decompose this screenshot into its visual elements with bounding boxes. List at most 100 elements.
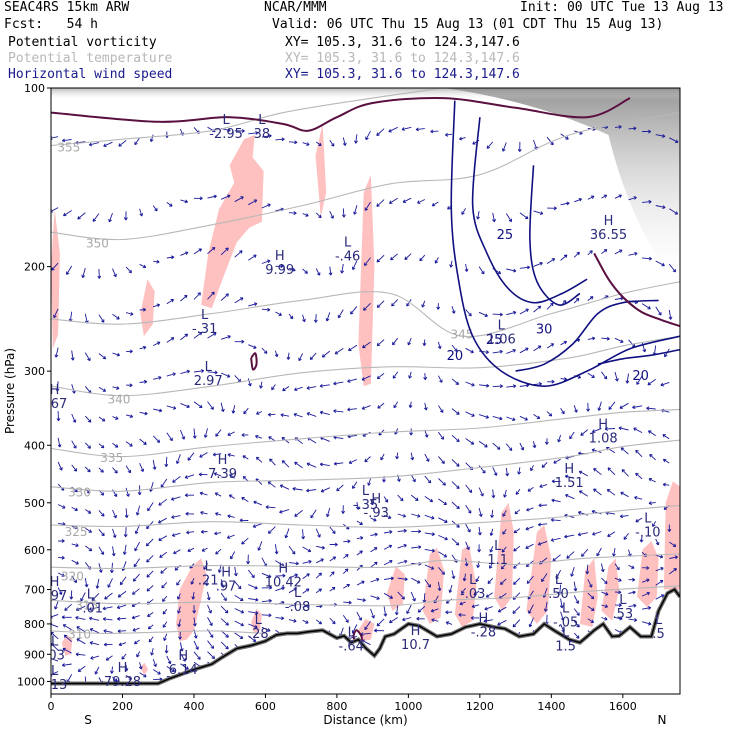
wind-vector xyxy=(451,306,456,314)
theta-contour-label: 310 xyxy=(68,627,91,641)
wind-vector xyxy=(422,339,427,346)
wind-vector xyxy=(465,347,474,354)
wind-vector xyxy=(528,604,534,614)
wind-vector xyxy=(667,524,672,532)
extremum-letter: L xyxy=(51,635,59,650)
wind-vector xyxy=(248,302,258,307)
wind-vector xyxy=(461,208,466,215)
wind-vector xyxy=(347,378,358,383)
wind-vector xyxy=(430,608,439,613)
wind-vector xyxy=(406,299,412,307)
wind-vector xyxy=(91,593,100,602)
wind-vector xyxy=(234,250,243,258)
wind-vector xyxy=(543,601,548,612)
theta-contour xyxy=(51,88,445,147)
wind-vector xyxy=(336,484,344,492)
wind-vector xyxy=(51,622,59,628)
wind-vector xyxy=(81,267,86,279)
wind-vector xyxy=(220,605,229,614)
wind-vector xyxy=(177,606,181,614)
wind-vector xyxy=(635,517,643,523)
wind-vector xyxy=(153,408,163,413)
wind-vector xyxy=(578,490,589,497)
wind-vector xyxy=(502,510,507,517)
wind-vector xyxy=(302,213,309,217)
wind-vector xyxy=(71,543,79,548)
wind-vector xyxy=(131,588,140,595)
wind-vector xyxy=(109,562,114,574)
wind-vector xyxy=(247,378,252,387)
wind-vector xyxy=(139,672,147,678)
wind-vector xyxy=(655,306,662,316)
wind-vector xyxy=(451,434,460,443)
wind-vector xyxy=(573,297,580,304)
wind-vector xyxy=(471,604,480,609)
wind-vector xyxy=(361,375,371,381)
wind-vector xyxy=(207,246,216,255)
wind-vector xyxy=(342,137,347,146)
wind-vector xyxy=(574,197,583,203)
wind-vector xyxy=(628,603,637,608)
wind-vector xyxy=(184,474,195,479)
wind-vector xyxy=(627,549,632,557)
wind-vector xyxy=(126,349,133,354)
y-tick-label: 1000 xyxy=(17,675,45,688)
wind-vector xyxy=(66,674,73,683)
wind-vector xyxy=(206,591,211,601)
extremum-value: 36.55 xyxy=(590,228,627,243)
wind-vector xyxy=(150,648,154,656)
wind-vector xyxy=(220,641,229,650)
wind-vector xyxy=(393,401,399,409)
pv-shaded-region xyxy=(386,566,405,611)
wind-vector xyxy=(166,372,176,377)
wind-vector xyxy=(492,467,498,476)
wind-vector xyxy=(288,573,298,579)
wind-vector xyxy=(424,475,432,484)
y-tick-label: 600 xyxy=(24,544,45,557)
field-xy-theta: XY= 105.3, 31.6 to 124.3,147.6 xyxy=(285,51,520,66)
wind-vector xyxy=(320,436,330,442)
wind-vector xyxy=(184,493,194,498)
wind-vector xyxy=(655,554,664,559)
wind-vector xyxy=(134,137,140,146)
wind-vector xyxy=(489,546,494,553)
wind-vector xyxy=(139,208,144,217)
wind-vector xyxy=(513,545,521,552)
pv-shaded-region xyxy=(229,135,255,193)
wind-vector xyxy=(355,502,360,510)
wind-vector xyxy=(147,612,154,617)
extremum-letter: L xyxy=(562,601,570,616)
wind-vector xyxy=(424,514,435,520)
wind-vector xyxy=(139,345,147,350)
wind-vector xyxy=(306,462,317,468)
wind-vector xyxy=(392,337,399,346)
wind-vector xyxy=(275,137,285,142)
wind-vector xyxy=(437,341,442,350)
terrain-line xyxy=(51,588,680,685)
wind-vector xyxy=(315,141,322,147)
wind-vector xyxy=(634,495,643,500)
wind-vector xyxy=(255,478,263,485)
wind-vector xyxy=(180,199,189,204)
wind-vector xyxy=(601,371,608,380)
wind-vector xyxy=(302,268,308,274)
wind-vector xyxy=(607,467,616,476)
pv-shaded-region xyxy=(51,209,60,349)
wind-vector xyxy=(138,662,143,670)
theta-contour xyxy=(51,553,680,569)
wind-vector xyxy=(551,498,561,503)
wind-vector xyxy=(621,469,629,477)
wind-vector xyxy=(636,375,643,385)
wind-vector xyxy=(139,463,145,472)
wind-vector xyxy=(118,140,127,147)
wind-vector xyxy=(501,142,507,152)
wind-vector xyxy=(553,458,561,464)
wind-vector xyxy=(497,606,507,613)
wind-vector xyxy=(506,348,516,354)
wind-vector xyxy=(395,452,400,460)
extremum-value: -.67 xyxy=(42,397,67,412)
wind-vector xyxy=(180,653,186,662)
wind-vector xyxy=(451,344,458,352)
wind-vector xyxy=(483,619,493,623)
wind-speed-contour-label: 25 xyxy=(497,228,514,243)
